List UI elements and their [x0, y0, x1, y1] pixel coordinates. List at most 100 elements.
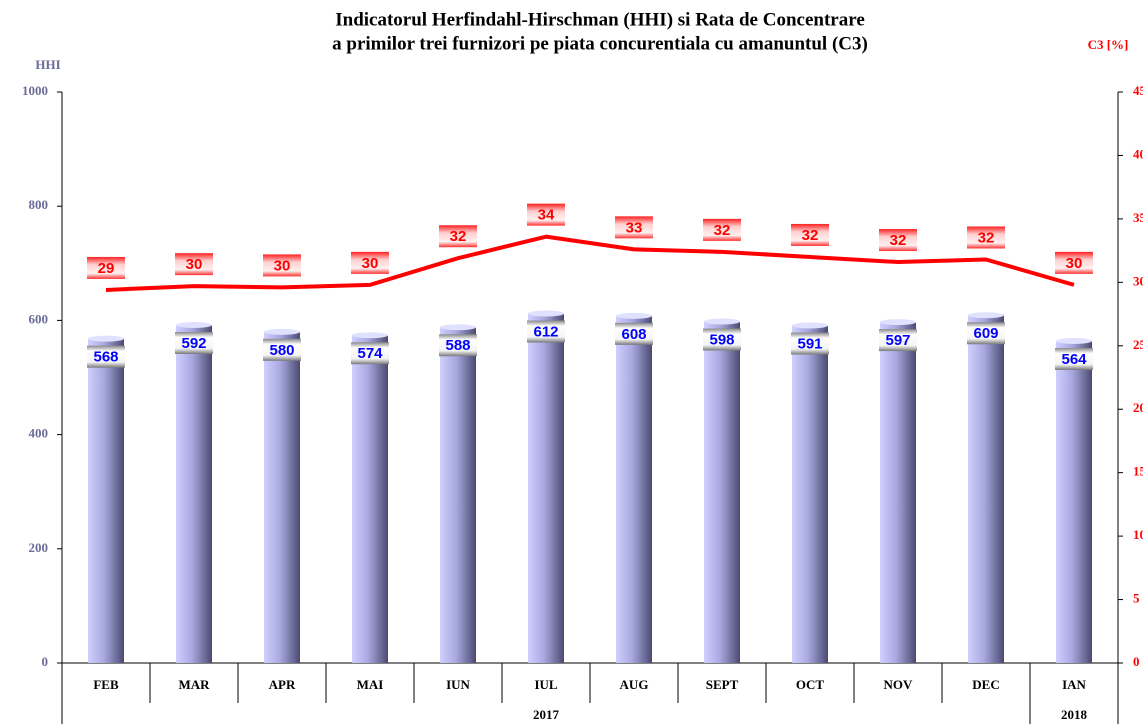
y-tick-label: 200: [29, 540, 49, 555]
data-label: 30: [362, 255, 379, 272]
data-label-box: [1055, 251, 1093, 274]
y2-tick-label: 15: [1133, 464, 1143, 479]
bar: [528, 313, 564, 663]
data-label-box: [351, 251, 389, 274]
y-tick-label: 400: [29, 426, 49, 441]
data-label: 32: [890, 232, 907, 249]
bar: [704, 321, 740, 663]
bar: [440, 327, 476, 663]
data-label-box: [175, 253, 213, 276]
x-group-label: 2017: [533, 707, 560, 722]
data-label-box: [967, 322, 1005, 345]
data-label: 609: [973, 325, 998, 342]
bar: [264, 331, 300, 663]
data-label: 608: [621, 326, 646, 343]
bar: [880, 322, 916, 663]
y-axis-label: HHI: [35, 57, 60, 72]
x-tick-label: MAR: [178, 677, 210, 692]
data-label: 568: [93, 349, 118, 366]
data-label-box: [87, 345, 125, 368]
data-label: 592: [181, 335, 206, 352]
data-label-box: [879, 229, 917, 252]
data-label: 29: [98, 260, 115, 277]
data-label-box: [175, 331, 213, 354]
bar-cap: [616, 312, 652, 319]
data-label: 32: [450, 228, 467, 245]
y2-tick-label: 25: [1133, 337, 1143, 352]
data-label-box: [439, 225, 477, 248]
y2-tick-label: 30: [1133, 273, 1143, 288]
data-label-box: [791, 223, 829, 246]
data-label-box: [967, 226, 1005, 249]
bar: [968, 315, 1004, 663]
data-label-box: [791, 332, 829, 355]
x-tick-label: NOV: [884, 677, 914, 692]
bar-cap: [176, 321, 212, 328]
x-tick-label: AUG: [620, 677, 649, 692]
data-label-box: [263, 338, 301, 361]
y2-tick-label: 20: [1133, 400, 1143, 415]
y2-tick-label: 45: [1133, 83, 1143, 98]
data-label: 598: [709, 332, 734, 349]
data-label-box: [527, 203, 565, 226]
data-label: 574: [357, 345, 383, 362]
bar-cap: [352, 332, 388, 339]
bar-cap: [880, 319, 916, 326]
bar: [792, 325, 828, 663]
data-label: 580: [269, 342, 294, 359]
line: [105, 234, 1075, 292]
data-label: 33: [626, 219, 643, 236]
bar: [616, 315, 652, 663]
data-label: 30: [274, 257, 291, 274]
data-label: 588: [445, 337, 470, 354]
bar-cap: [528, 310, 564, 317]
x-tick-label: IAN: [1062, 677, 1086, 692]
data-label-box: [879, 329, 917, 352]
bar: [1056, 340, 1092, 663]
data-label-box: [615, 322, 653, 345]
data-label-box: [1055, 347, 1093, 370]
y2-tick-label: 10: [1133, 527, 1143, 542]
data-label-box: [263, 254, 301, 277]
y2-tick-label: 5: [1133, 591, 1140, 606]
chart-title: a primilor trei furnizori pe piata concu…: [332, 33, 868, 54]
bar-cap: [1056, 337, 1092, 344]
data-label-box: [615, 216, 653, 239]
data-label: 597: [885, 332, 910, 349]
data-label-box: [439, 334, 477, 357]
bar: [176, 324, 212, 663]
x-tick-label: IUL: [534, 677, 557, 692]
bar-cap: [704, 318, 740, 325]
data-label-box: [351, 342, 389, 365]
x-tick-label: MAI: [357, 677, 384, 692]
data-label: 32: [714, 222, 731, 239]
y-tick-label: 800: [29, 197, 49, 212]
y2-axis-label: C3 [%]: [1088, 37, 1129, 52]
y-tick-label: 1000: [22, 83, 48, 98]
data-label-box: [703, 218, 741, 241]
x-tick-label: DEC: [972, 677, 999, 692]
data-label: 32: [978, 229, 995, 246]
bar-cap: [792, 322, 828, 329]
data-label: 30: [1066, 255, 1083, 272]
data-label: 564: [1061, 351, 1087, 368]
chart-title: Indicatorul Herfindahl-Hirschman (HHI) s…: [335, 9, 865, 30]
data-label-box: [87, 256, 125, 279]
x-tick-label: FEB: [93, 677, 119, 692]
y2-tick-label: 40: [1133, 146, 1143, 161]
data-label: 591: [797, 336, 822, 353]
x-tick-label: SEPT: [706, 677, 739, 692]
x-tick-label: APR: [269, 677, 296, 692]
x-group-label: 2018: [1061, 707, 1088, 722]
data-label: 34: [538, 207, 555, 224]
bar: [88, 338, 124, 663]
data-label: 30: [186, 256, 203, 273]
bar-cap: [968, 312, 1004, 319]
y2-tick-label: 35: [1133, 210, 1143, 225]
data-label: 32: [802, 227, 819, 244]
bar-cap: [264, 328, 300, 335]
x-tick-label: OCT: [796, 677, 825, 692]
data-label: 612: [533, 324, 558, 341]
data-label-box: [527, 320, 565, 343]
